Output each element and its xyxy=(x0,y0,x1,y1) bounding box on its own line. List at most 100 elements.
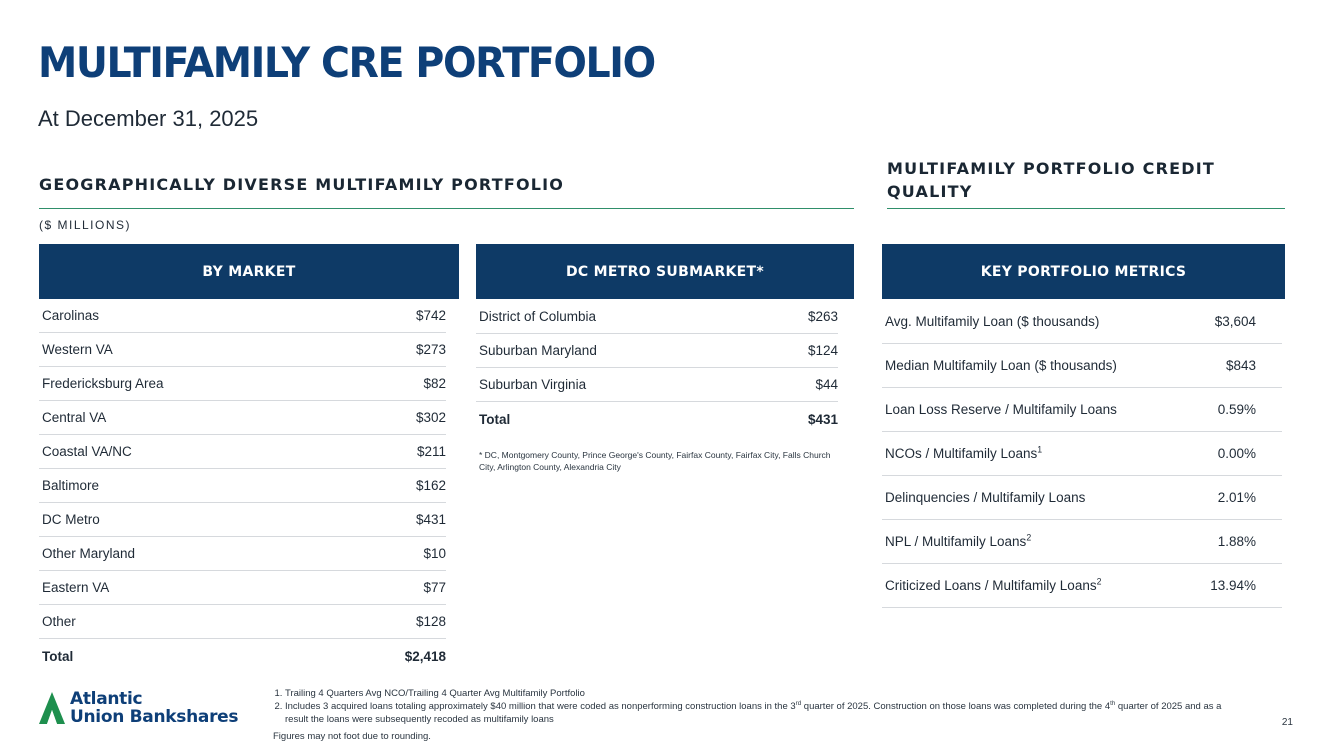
table-row: Suburban Maryland $124 xyxy=(476,334,838,368)
table-row: Central VA $302 xyxy=(39,401,446,435)
by-market-row-value: $128 xyxy=(415,614,446,629)
dc-metro-note: * DC, Montgomery County, Prince George's… xyxy=(479,450,831,472)
table-row: Fredericksburg Area $82 xyxy=(39,367,446,401)
metrics-row-value: 13.94% xyxy=(1210,578,1256,593)
dc-metro-header: DC METRO SUBMARKET* xyxy=(476,244,854,299)
table-total-row: Total $2,418 xyxy=(39,639,446,673)
by-market-row-value: $273 xyxy=(415,342,446,357)
dc-metro-row-value: $263 xyxy=(807,309,838,324)
metrics-row-value: $843 xyxy=(1225,358,1256,373)
by-market-row-value: $302 xyxy=(415,410,446,425)
footnote-text: quarter of 2025 and as a result the loan… xyxy=(285,701,1222,725)
table-total-row: Total $431 xyxy=(476,402,838,436)
metrics-row-label: NPL / Multifamily Loans2 xyxy=(885,532,1032,549)
metrics-row-value: $3,604 xyxy=(1214,314,1256,329)
logo-wordmark: Atlantic Union Bankshares xyxy=(70,689,239,726)
page-title: MULTIFAMILY CRE PORTFOLIO xyxy=(38,38,656,87)
footnote-item: Trailing 4 Quarters Avg NCO/Trailing 4 Q… xyxy=(285,687,1243,700)
by-market-header: BY MARKET xyxy=(39,244,459,299)
credit-section-divider xyxy=(887,208,1285,209)
credit-heading-line-2: QUALITY xyxy=(887,182,973,201)
by-market-row-label: Carolinas xyxy=(42,308,100,323)
page-number: 21 xyxy=(1281,717,1293,728)
table-row: Baltimore $162 xyxy=(39,469,446,503)
footnote-marker: 2 xyxy=(1096,576,1102,587)
footnote-text: quarter of 2025. Construction on those l… xyxy=(801,701,1111,712)
table-row: Coastal VA/NC $211 xyxy=(39,435,446,469)
table-row: District of Columbia $263 xyxy=(476,300,838,334)
by-market-row-label: Other xyxy=(42,614,76,629)
dc-metro-row-label: Suburban Maryland xyxy=(479,343,597,358)
table-row: Other $128 xyxy=(39,605,446,639)
table-row: Western VA $273 xyxy=(39,333,446,367)
dc-metro-row-label: Suburban Virginia xyxy=(479,377,587,392)
metrics-row-label: Criticized Loans / Multifamily Loans2 xyxy=(885,576,1102,593)
by-market-row-label: DC Metro xyxy=(42,512,100,527)
by-market-total-value: $2,418 xyxy=(404,648,446,664)
atlantic-union-logo: Atlantic Union Bankshares xyxy=(38,689,239,726)
dc-metro-row-value: $124 xyxy=(807,343,838,358)
by-market-row-value: $77 xyxy=(423,580,446,595)
dc-metro-total-label: Total xyxy=(479,411,511,427)
by-market-row-label: Other Maryland xyxy=(42,546,136,561)
by-market-row-label: Western VA xyxy=(42,342,113,357)
metrics-row-label: NCOs / Multifamily Loans1 xyxy=(885,444,1043,461)
metrics-row-value: 2.01% xyxy=(1217,490,1256,505)
page-subtitle: At December 31, 2025 xyxy=(38,106,259,131)
logo-line-1: Atlantic xyxy=(70,689,143,709)
table-row: Avg. Multifamily Loan ($ thousands) $3,60… xyxy=(882,300,1282,344)
metrics-row-label: Median Multifamily Loan ($ thousands) xyxy=(885,358,1117,373)
table-row: NPL / Multifamily Loans2 1.88% xyxy=(882,520,1282,564)
footnote-marker: 1 xyxy=(1037,444,1043,455)
geo-section-divider xyxy=(39,208,854,209)
footnote-marker: 2 xyxy=(1026,532,1032,543)
by-market-table: Carolinas $742 Western VA $273 Fredericksbur… xyxy=(39,299,446,673)
table-row: Criticized Loans / Multifamily Loans2 13.… xyxy=(882,564,1282,608)
footnote-item: Includes 3 acquired loans totaling appro… xyxy=(285,700,1243,726)
footnote-list: Trailing 4 Quarters Avg NCO/Trailing 4 Q… xyxy=(273,687,1243,726)
metrics-header: KEY PORTFOLIO METRICS xyxy=(882,244,1285,299)
table-row: Loan Loss Reserve / Multifamily Loans 0.5… xyxy=(882,388,1282,432)
table-row: DC Metro $431 xyxy=(39,503,446,537)
table-row: NCOs / Multifamily Loans1 0.00% xyxy=(882,432,1282,476)
units-label: ($ MILLIONS) xyxy=(39,218,132,232)
table-row: Suburban Virginia $44 xyxy=(476,368,838,402)
dc-metro-table: District of Columbia $263 Suburban Marylan… xyxy=(476,300,838,436)
by-market-row-label: Fredericksburg Area xyxy=(42,376,164,391)
dc-metro-row-label: District of Columbia xyxy=(479,309,597,324)
by-market-row-value: $431 xyxy=(415,512,446,527)
footnote-ordinal: th xyxy=(1110,699,1116,707)
by-market-row-label: Eastern VA xyxy=(42,580,110,595)
metrics-row-value: 0.59% xyxy=(1217,402,1256,417)
by-market-row-label: Baltimore xyxy=(42,478,100,493)
by-market-total-label: Total xyxy=(42,648,74,664)
metrics-row-value: 1.88% xyxy=(1217,534,1256,549)
footnote-text: Trailing 4 Quarters Avg NCO/Trailing 4 Q… xyxy=(285,688,585,699)
rounding-note: Figures may not foot due to rounding. xyxy=(273,731,431,742)
footnotes: Trailing 4 Quarters Avg NCO/Trailing 4 Q… xyxy=(273,687,1243,743)
by-market-row-value: $211 xyxy=(416,444,446,459)
metrics-row-label: Avg. Multifamily Loan ($ thousands) xyxy=(885,314,1100,329)
table-row: Other Maryland $10 xyxy=(39,537,446,571)
dc-metro-total-value: $431 xyxy=(807,411,838,427)
by-market-row-label: Coastal VA/NC xyxy=(42,444,132,459)
metrics-row-label: Delinquencies / Multifamily Loans xyxy=(885,490,1086,505)
dc-metro-row-value: $44 xyxy=(815,377,838,392)
metrics-table: Avg. Multifamily Loan ($ thousands) $3,60… xyxy=(882,300,1282,608)
by-market-row-value: $162 xyxy=(415,478,446,493)
by-market-row-value: $10 xyxy=(423,546,446,561)
geo-section-heading: GEOGRAPHICALLY DIVERSE MULTIFAMILY PORTF… xyxy=(39,175,565,194)
footnote-text: Includes 3 acquired loans totaling appro… xyxy=(285,701,796,712)
table-row: Median Multifamily Loan ($ thousands) $84… xyxy=(882,344,1282,388)
by-market-row-value: $82 xyxy=(423,376,446,391)
footnote-ordinal: rd xyxy=(795,699,802,707)
table-row: Carolinas $742 xyxy=(39,299,446,333)
by-market-row-label: Central VA xyxy=(42,410,107,425)
metrics-row-label: Loan Loss Reserve / Multifamily Loans xyxy=(885,402,1117,417)
credit-section-heading: MULTIFAMILY PORTFOLIO CREDIT QUALITY xyxy=(887,157,1215,203)
table-row: Eastern VA $77 xyxy=(39,571,446,605)
table-row: Delinquencies / Multifamily Loans 2.01% xyxy=(882,476,1282,520)
metrics-row-value: 0.00% xyxy=(1217,446,1256,461)
logo-mark-icon xyxy=(39,692,65,724)
credit-heading-line-1: MULTIFAMILY PORTFOLIO CREDIT xyxy=(887,159,1215,178)
